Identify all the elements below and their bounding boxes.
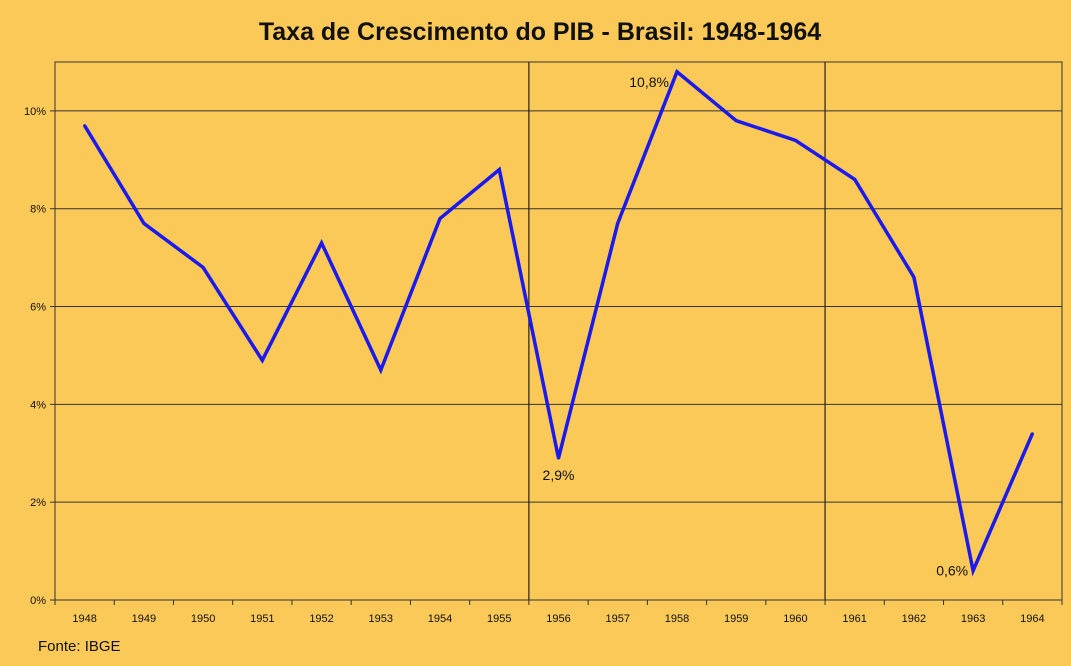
data-point (616, 221, 620, 225)
points-layer (83, 70, 1034, 573)
x-axis: 1948 1949 1950 1951 1952 1953 1954 1955 1956 1957… (54, 600, 1063, 625)
x-tick-label: 1953 (369, 613, 393, 625)
data-point (142, 221, 146, 225)
x-tick-label: 1960 (783, 613, 807, 625)
x-tick-label: 1964 (1020, 613, 1044, 625)
y-tick-label: 2% (30, 497, 46, 509)
x-tick-label: 1957 (605, 613, 629, 625)
plot-area (54, 61, 1063, 601)
y-tick-label: 6% (30, 302, 46, 314)
data-point (853, 177, 857, 181)
x-tick-label: 1963 (961, 613, 985, 625)
data-point (971, 569, 975, 573)
x-tick-label: 1956 (546, 613, 570, 625)
chart-title: Taxa de Crescimento do PIB - Brasil: 194… (258, 18, 822, 46)
x-tick-label: 1952 (309, 613, 333, 625)
x-tick-label: 1954 (428, 613, 452, 625)
annotations: 2,9% 10,8% 0,6% (543, 74, 969, 579)
data-label: 0,6% (936, 563, 968, 579)
x-tick-label: 1951 (250, 613, 274, 625)
data-point (1030, 432, 1034, 436)
x-tick-label: 1961 (842, 613, 866, 625)
data-point (557, 456, 560, 460)
data-point (793, 138, 797, 142)
x-tick-label: 1962 (902, 613, 926, 625)
data-point (912, 275, 916, 279)
data-point (260, 358, 264, 362)
data-label: 2,9% (543, 467, 575, 483)
vertical-markers (528, 62, 826, 600)
y-tick-label: 0% (30, 595, 46, 607)
y-tick-label: 4% (30, 399, 46, 411)
y-axis: 0% 2% 4% 6% 8% 10% (24, 106, 55, 607)
source-note: Fonte: IBGE (38, 638, 121, 655)
data-point (734, 119, 738, 123)
x-tick-label: 1955 (487, 613, 511, 625)
x-tick-label: 1959 (724, 613, 748, 625)
x-tick-label: 1949 (132, 613, 156, 625)
data-point (438, 217, 442, 221)
y-tick-label: 10% (24, 106, 46, 118)
x-tick-label: 1950 (191, 613, 215, 625)
data-point (201, 265, 205, 269)
x-tick-label: 1958 (665, 613, 689, 625)
grid-layer (55, 110, 1062, 503)
data-label: 10,8% (629, 74, 669, 90)
data-point (675, 70, 679, 74)
data-point (379, 368, 383, 372)
x-tick-label: 1948 (72, 613, 96, 625)
y-tick-label: 8% (30, 204, 46, 216)
data-point (497, 168, 501, 172)
data-point (320, 241, 324, 245)
data-point (83, 124, 87, 128)
